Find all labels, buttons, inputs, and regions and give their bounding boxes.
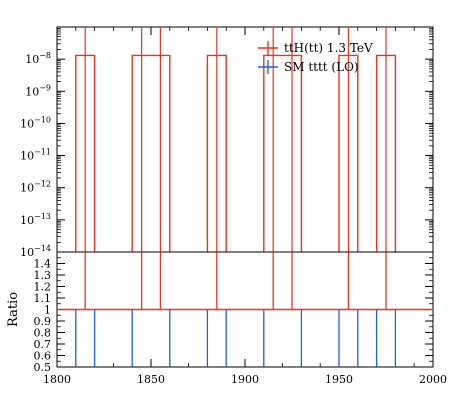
x-tick-label: 1950 bbox=[325, 373, 353, 386]
y-tick-label-base: 10 bbox=[25, 53, 39, 66]
y-tick-label: 10−9 bbox=[25, 83, 51, 98]
ttH-bin bbox=[263, 54, 303, 252]
legend: ttH(tt) 1.3 TeV SM tttt (LO) bbox=[258, 41, 373, 74]
ratio-y-tick-label: 1.3 bbox=[34, 269, 52, 282]
ratio-y-tick-label: 1.4 bbox=[34, 258, 52, 271]
y-tick-label: 10−8 bbox=[25, 51, 51, 66]
x-tick-label: 2000 bbox=[419, 373, 447, 386]
y-tick-label-exponent: −14 bbox=[34, 244, 51, 253]
ratio-y-tick-label: 1 bbox=[44, 304, 51, 317]
y-tick-label-exponent: −8 bbox=[39, 51, 51, 60]
y-tick-label-exponent: −9 bbox=[39, 83, 51, 92]
y-tick-label: 10−12 bbox=[20, 180, 51, 195]
y-tick-label-exponent: −13 bbox=[34, 212, 51, 221]
ttH-bin bbox=[131, 54, 171, 252]
y-tick-label-exponent: −12 bbox=[34, 180, 51, 189]
ratio-series-layer bbox=[57, 252, 433, 367]
ratio-y-axis: 0.50.60.70.80.911.11.21.31.4 bbox=[34, 257, 433, 374]
ratio-y-axis-title: Ratio bbox=[6, 292, 21, 327]
y-tick-label-base: 10 bbox=[20, 214, 34, 227]
legend-label: ttH(tt) 1.3 TeV bbox=[284, 41, 373, 55]
y-tick-label-base: 10 bbox=[20, 182, 34, 195]
legend-label: SM tttt (LO) bbox=[284, 60, 359, 74]
ratio-y-tick-label: 0.6 bbox=[34, 350, 52, 363]
y-tick-label: 10−10 bbox=[20, 115, 51, 130]
y-tick-label-base: 10 bbox=[20, 117, 34, 130]
ratio-y-tick-label: 0.7 bbox=[34, 338, 52, 351]
y-tick-label-exponent: −11 bbox=[34, 148, 51, 157]
x-tick-label: 1900 bbox=[231, 373, 259, 386]
y-tick-label: 10−14 bbox=[20, 244, 51, 259]
main-series-layer bbox=[75, 27, 397, 252]
y-tick-label: 10−11 bbox=[20, 148, 51, 163]
y-tick-label-base: 10 bbox=[25, 85, 39, 98]
x-tick-label: 1800 bbox=[43, 373, 71, 386]
y-tick-label: 10−13 bbox=[20, 212, 51, 227]
x-axis: 1800 1850 1900 1950 2000 bbox=[43, 359, 447, 386]
y-tick-label-base: 10 bbox=[20, 150, 34, 163]
ratio-y-tick-label: 1.1 bbox=[34, 292, 52, 305]
x-tick-label: 1850 bbox=[137, 373, 165, 386]
ratio-plot-panel: 0.50.60.70.80.911.11.21.31.4 1800 1850 190… bbox=[6, 251, 447, 386]
ratio-y-tick-label: 0.8 bbox=[34, 327, 52, 340]
ratio-y-tick-label: 0.5 bbox=[34, 361, 52, 374]
y-tick-label-exponent: −10 bbox=[34, 115, 51, 124]
ratio-y-tick-label: 1.2 bbox=[34, 281, 52, 294]
ratio-y-tick-label: 0.9 bbox=[34, 315, 52, 328]
y-tick-label-base: 10 bbox=[20, 246, 34, 259]
